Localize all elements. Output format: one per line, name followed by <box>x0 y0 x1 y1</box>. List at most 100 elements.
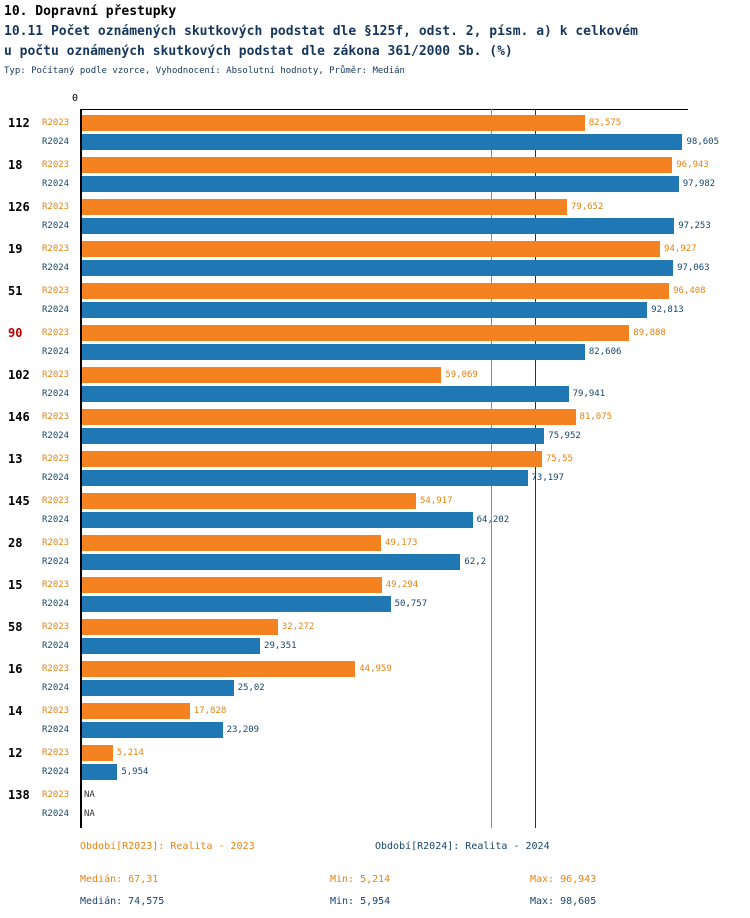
series-row-label: R2023 <box>42 286 70 296</box>
bar-value-label: 32,272 <box>281 622 315 632</box>
category-label: 126 <box>8 200 30 214</box>
bar-value-label: 92,813 <box>651 305 684 315</box>
category-label: 14 <box>8 704 23 718</box>
category-label: 58 <box>8 620 23 634</box>
series-row-label: R2024 <box>42 263 70 273</box>
series-row-label: R2023 <box>42 160 70 170</box>
category-label: 15 <box>8 578 23 592</box>
series-row-label: R2024 <box>42 725 70 735</box>
bar-value-label: 49,173 <box>384 538 418 548</box>
bar-r2023 <box>81 367 442 383</box>
series-row-label: R2024 <box>42 347 70 357</box>
bar-value-label: 5,954 <box>121 767 149 777</box>
series-row-label: R2024 <box>42 641 70 651</box>
top-axis-line <box>80 109 688 110</box>
legend-period-2023: Období[R2023]: Realita - 2023 <box>80 841 255 852</box>
chart-meta-info: Typ: Počítaný podle vzorce, Vyhodnocení:… <box>4 66 405 76</box>
bar-value-label: 62,2 <box>464 557 487 567</box>
bar-value-label: 75,952 <box>548 431 581 441</box>
bar-value-label: 82,575 <box>588 118 622 128</box>
series-row-label: R2023 <box>42 118 70 128</box>
legend-median-2023: Medián: 67,31 <box>80 874 159 885</box>
series-row-label: R2023 <box>42 748 70 758</box>
category-label: 145 <box>8 494 30 508</box>
bar-na-label: NA <box>84 790 95 800</box>
bar-value-label: 96,943 <box>676 160 709 170</box>
bar-r2024 <box>81 428 545 444</box>
bar-r2024 <box>81 218 675 234</box>
series-row-label: R2023 <box>42 328 70 338</box>
series-row-label: R2024 <box>42 683 70 693</box>
bar-value-label: 64,202 <box>476 515 510 525</box>
bar-value-label: 5,214 <box>116 748 144 758</box>
series-row-label: R2023 <box>42 622 70 632</box>
chart-subtitle-line2: u počtu oznámených skutkových podstat dl… <box>4 44 513 59</box>
series-row-label: R2024 <box>42 389 70 399</box>
bar-value-label: 73,197 <box>531 473 565 483</box>
bar-value-label: 49,294 <box>385 580 419 590</box>
bar-value-label: 50,757 <box>394 599 428 609</box>
bar-r2023 <box>81 157 673 173</box>
category-label: 28 <box>8 536 23 550</box>
bar-value-label: 96,408 <box>673 286 706 296</box>
legend-median-2024: Medián: 74,575 <box>80 896 165 907</box>
series-row-label: R2024 <box>42 305 70 315</box>
bar-r2023 <box>81 577 382 593</box>
bar-r2023 <box>81 325 630 341</box>
series-row-label: R2023 <box>42 454 70 464</box>
series-row-label: R2024 <box>42 137 70 147</box>
series-row-label: R2024 <box>42 767 70 777</box>
legend-min-2024: Min: 5,954 <box>330 896 391 907</box>
series-row-label: R2023 <box>42 706 70 716</box>
bar-value-label: 79,941 <box>572 389 606 399</box>
bar-r2023 <box>81 661 356 677</box>
bar-value-label: 82,606 <box>588 347 622 357</box>
bar-value-label: 98,605 <box>686 137 719 147</box>
legend-max-2024: Max: 98,605 <box>530 896 597 907</box>
bar-value-label: 17,828 <box>193 706 227 716</box>
bar-r2024 <box>81 134 683 150</box>
bar-value-label: 29,351 <box>264 641 297 651</box>
bar-r2024 <box>81 722 223 738</box>
series-row-label: R2023 <box>42 370 70 380</box>
series-row-label: R2024 <box>42 557 70 567</box>
series-row-label: R2024 <box>42 221 70 231</box>
bar-r2023 <box>81 199 567 215</box>
series-row-label: R2023 <box>42 412 70 422</box>
legend-max-2023: Max: 96,943 <box>530 874 597 885</box>
bar-value-label: 59,069 <box>445 370 478 380</box>
axis-zero-tick-label: 0 <box>71 93 78 104</box>
bar-r2023 <box>81 409 576 425</box>
bar-r2023 <box>81 115 585 131</box>
category-label: 51 <box>8 284 23 298</box>
bar-r2023 <box>81 493 416 509</box>
bar-value-label: 89,888 <box>633 328 666 338</box>
bar-value-label: 97,253 <box>678 221 711 231</box>
category-label: 102 <box>8 368 30 382</box>
series-row-label: R2023 <box>42 202 70 212</box>
category-label: 146 <box>8 410 30 424</box>
series-row-label: R2023 <box>42 538 70 548</box>
category-label: 12 <box>8 746 23 760</box>
bar-r2024 <box>81 470 528 486</box>
bar-r2024 <box>81 344 585 360</box>
series-row-label: R2024 <box>42 809 70 819</box>
bar-r2024 <box>81 554 461 570</box>
category-label: 16 <box>8 662 23 676</box>
bar-r2023 <box>81 283 670 299</box>
bar-value-label: 97,063 <box>677 263 710 273</box>
category-label: 90 <box>8 326 23 340</box>
series-row-label: R2024 <box>42 473 70 483</box>
category-label: 112 <box>8 116 30 130</box>
series-row-label: R2023 <box>42 496 70 506</box>
bar-r2024 <box>81 260 674 276</box>
bar-r2023 <box>81 451 542 467</box>
bar-value-label: 23,209 <box>226 725 260 735</box>
category-label: 138 <box>8 788 30 802</box>
bar-r2024 <box>81 638 261 654</box>
page-title: 10. Dopravní přestupky <box>4 4 177 19</box>
bar-r2024 <box>81 596 391 612</box>
bar-r2024 <box>81 302 648 318</box>
y-axis-line <box>80 109 82 828</box>
